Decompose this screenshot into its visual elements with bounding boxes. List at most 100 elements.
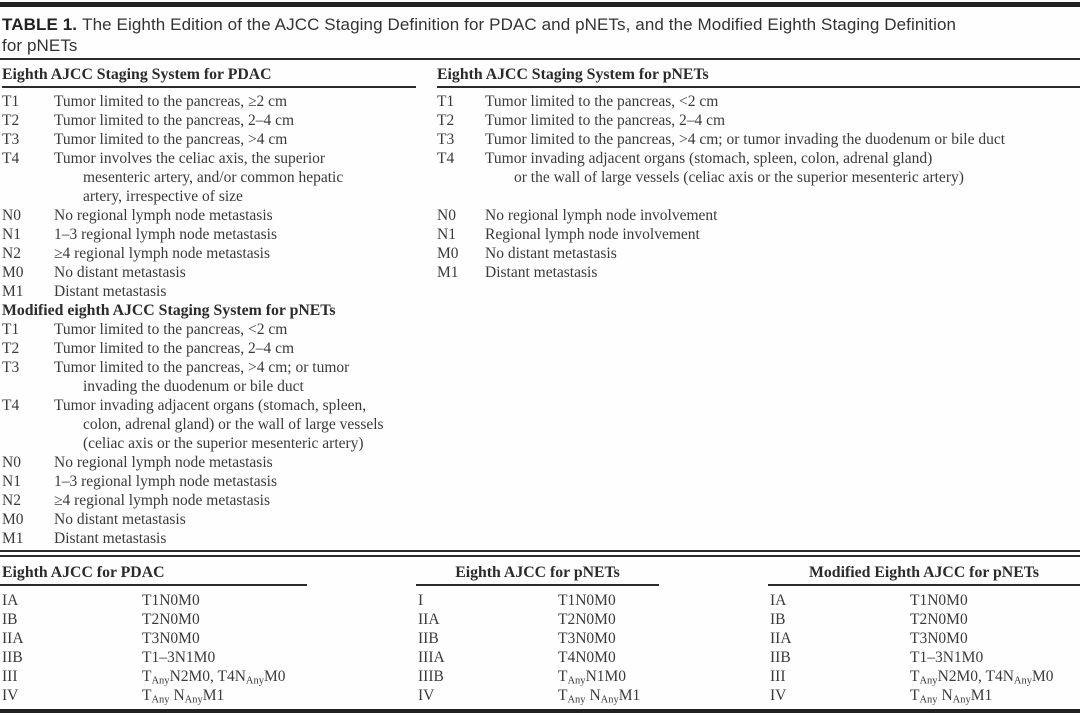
description-line: Tumor limited to the pancreas, <2 cm	[485, 93, 719, 110]
staging-row: IIIB TAnyN1M0	[416, 667, 659, 686]
definition-row: N1 1–3 regional lymph node metastasis	[2, 472, 416, 491]
description-line: 1–3 regional lymph node metastasis	[54, 473, 277, 490]
pdac-definition-rows: T1 Tumor limited to the pancreas, ≥2 cm T2…	[2, 88, 416, 548]
staging-row: IIB T3N0M0	[416, 629, 659, 648]
tnm-value: T1N0M0	[558, 592, 616, 609]
definition-row: T2 Tumor limited to the pancreas, 2–4 cm	[2, 111, 416, 130]
staging-row: IV TAny NAnyM1	[768, 686, 1080, 705]
stage-label: IV	[418, 687, 435, 704]
stage-description: No regional lymph node metastasis	[54, 453, 416, 472]
description-line: mesenteric artery, and/or common hepatic	[83, 169, 344, 186]
staging-table: Eighth AJCC for pNETs I T1N0M0 IIA T2N0M0 IIB…	[416, 557, 659, 705]
stage-label: III	[770, 668, 786, 685]
stage-code: T1	[437, 93, 455, 110]
description-line: Tumor limited to the pancreas, <2 cm	[54, 321, 288, 338]
stage-label: IIIA	[418, 649, 445, 666]
description-line: No regional lymph node metastasis	[54, 207, 273, 224]
tnm-value: T1–3N1M0	[142, 649, 216, 666]
definition-row: M0 No distant metastasis	[2, 510, 416, 529]
definition-row: T3 Tumor limited to the pancreas, >4 cm	[2, 130, 416, 149]
description-line: Tumor limited to the pancreas, >4 cm	[54, 131, 288, 148]
description-line: Distant metastasis	[485, 264, 598, 281]
stage-description: Regional lymph node involvement	[485, 225, 1080, 244]
stage-code: M1	[2, 283, 24, 300]
definition-row: T3 Tumor limited to the pancreas, >4 cm; …	[437, 130, 1080, 149]
description-line: Regional lymph node involvement	[485, 226, 700, 243]
stage-code: M0	[437, 245, 459, 262]
staging-table-rows: I T1N0M0 IIA T2N0M0 IIB T3N0M0 IIIA T4N0M0 IIIB T…	[416, 586, 659, 705]
stage-label: I	[418, 592, 424, 609]
description-line: Tumor limited to the pancreas, >4 cm; or…	[54, 359, 350, 376]
description-line: No distant metastasis	[54, 511, 186, 528]
tnm-value: T3N0M0	[558, 630, 616, 647]
stage-description: Tumor limited to the pancreas, <2 cm	[54, 320, 416, 339]
title-line-1: TABLE 1. The Eighth Edition of the AJCC S…	[2, 14, 1078, 35]
staging-row: I T1N0M0	[416, 591, 659, 610]
stage-code: T4	[2, 150, 20, 167]
staging-row: IIA T3N0M0	[768, 629, 1080, 648]
stage-code: T2	[2, 112, 20, 129]
description-line: No distant metastasis	[54, 264, 186, 281]
title-text: The Eighth Edition of the AJCC Staging D…	[82, 15, 957, 34]
stage-description: Tumor invading adjacent organs (stomach,…	[485, 149, 1080, 187]
stage-description: 1–3 regional lymph node metastasis	[54, 225, 416, 244]
stage-code: N2	[2, 245, 21, 262]
description-line: No distant metastasis	[485, 245, 617, 262]
stage-code: T3	[2, 359, 20, 376]
description-line: (celiac axis or the superior mesenteric …	[83, 435, 364, 452]
definition-row: T1 Tumor limited to the pancreas, <2 cm	[437, 92, 1080, 111]
description-line: Tumor limited to the pancreas, 2–4 cm	[485, 112, 726, 129]
tnm-value: T2N0M0	[558, 611, 616, 628]
definition-row: N1 1–3 regional lymph node metastasis	[2, 225, 416, 244]
stage-label: IIB	[418, 630, 439, 647]
description-line: Tumor limited to the pancreas, >4 cm; or…	[485, 131, 1006, 148]
stage-description: Tumor involves the celiac axis, the supe…	[54, 149, 416, 206]
definition-row: T4 Tumor invading adjacent organs (stomac…	[437, 149, 1080, 187]
definition-row: N0 No regional lymph node metastasis	[2, 206, 416, 225]
staging-row: IB T2N0M0	[0, 610, 307, 629]
stage-code: N2	[2, 492, 21, 509]
definition-row: T1 Tumor limited to the pancreas, <2 cm	[2, 320, 416, 339]
description-line: colon, adrenal gland) or the wall of lar…	[83, 416, 384, 433]
description-line: Distant metastasis	[54, 283, 167, 300]
staging-row: IA T1N0M0	[0, 591, 307, 610]
stage-description: Tumor limited to the pancreas, >4 cm	[54, 130, 416, 149]
stage-label: IA	[770, 592, 787, 609]
table-top-rule	[0, 2, 1080, 7]
stage-description: ≥4 regional lymph node metastasis	[54, 491, 416, 510]
tnm-value: T2N0M0	[142, 611, 200, 628]
stage-label: IIA	[770, 630, 792, 647]
stage-description: Distant metastasis	[54, 282, 416, 301]
tnm-value: T1N0M0	[142, 592, 200, 609]
tnm-value: T3N0M0	[142, 630, 200, 647]
stage-description: No distant metastasis	[485, 244, 1080, 263]
stage-label: IB	[2, 611, 18, 628]
definition-row: N2 ≥4 regional lymph node metastasis	[2, 244, 416, 263]
staging-row: III TAnyN2M0, T4NAnyM0	[0, 667, 307, 686]
staging-row: IB T2N0M0	[768, 610, 1080, 629]
description-line: Tumor involves the celiac axis, the supe…	[54, 150, 326, 167]
pnets-definition-rows: T1 Tumor limited to the pancreas, <2 cm T2…	[437, 88, 1080, 282]
stage-description: Distant metastasis	[485, 263, 1080, 282]
stage-code: T4	[2, 397, 20, 414]
description-line: Tumor limited to the pancreas, 2–4 cm	[54, 340, 295, 357]
staging-table-rows: IA T1N0M0 IB T2N0M0 IIA T3N0M0 IIB T1–3N1M0 III T…	[0, 586, 307, 705]
definition-row: T4 Tumor invading adjacent organs (stomac…	[2, 396, 416, 453]
staging-row: IV TAny NAnyM1	[416, 686, 659, 705]
tnm-value: T1–3N1M0	[910, 649, 984, 666]
staging-row: IIA T3N0M0	[0, 629, 307, 648]
definition-row: T4 Tumor involves the celiac axis, the su…	[2, 149, 416, 206]
stage-description: Tumor limited to the pancreas, 2–4 cm	[54, 339, 416, 358]
stage-description: No distant metastasis	[54, 510, 416, 529]
stage-label: IV	[770, 687, 787, 704]
stage-label: IIIB	[418, 668, 444, 685]
description-line: Tumor limited to the pancreas, ≥2 cm	[54, 93, 288, 110]
staging-row: IIA T2N0M0	[416, 610, 659, 629]
pdac-column-header: Eighth AJCC Staging System for PDAC	[2, 60, 416, 88]
stage-label: III	[2, 668, 18, 685]
stage-code: T2	[2, 340, 20, 357]
definition-row: N1 Regional lymph node involvement	[437, 225, 1080, 244]
definitions-section: Eighth AJCC Staging System for PDAC T1 Tu…	[0, 60, 1080, 548]
table-bottom-rule	[0, 709, 1080, 713]
pnets-definitions-column: Eighth AJCC Staging System for pNETs T1 T…	[437, 60, 1080, 548]
